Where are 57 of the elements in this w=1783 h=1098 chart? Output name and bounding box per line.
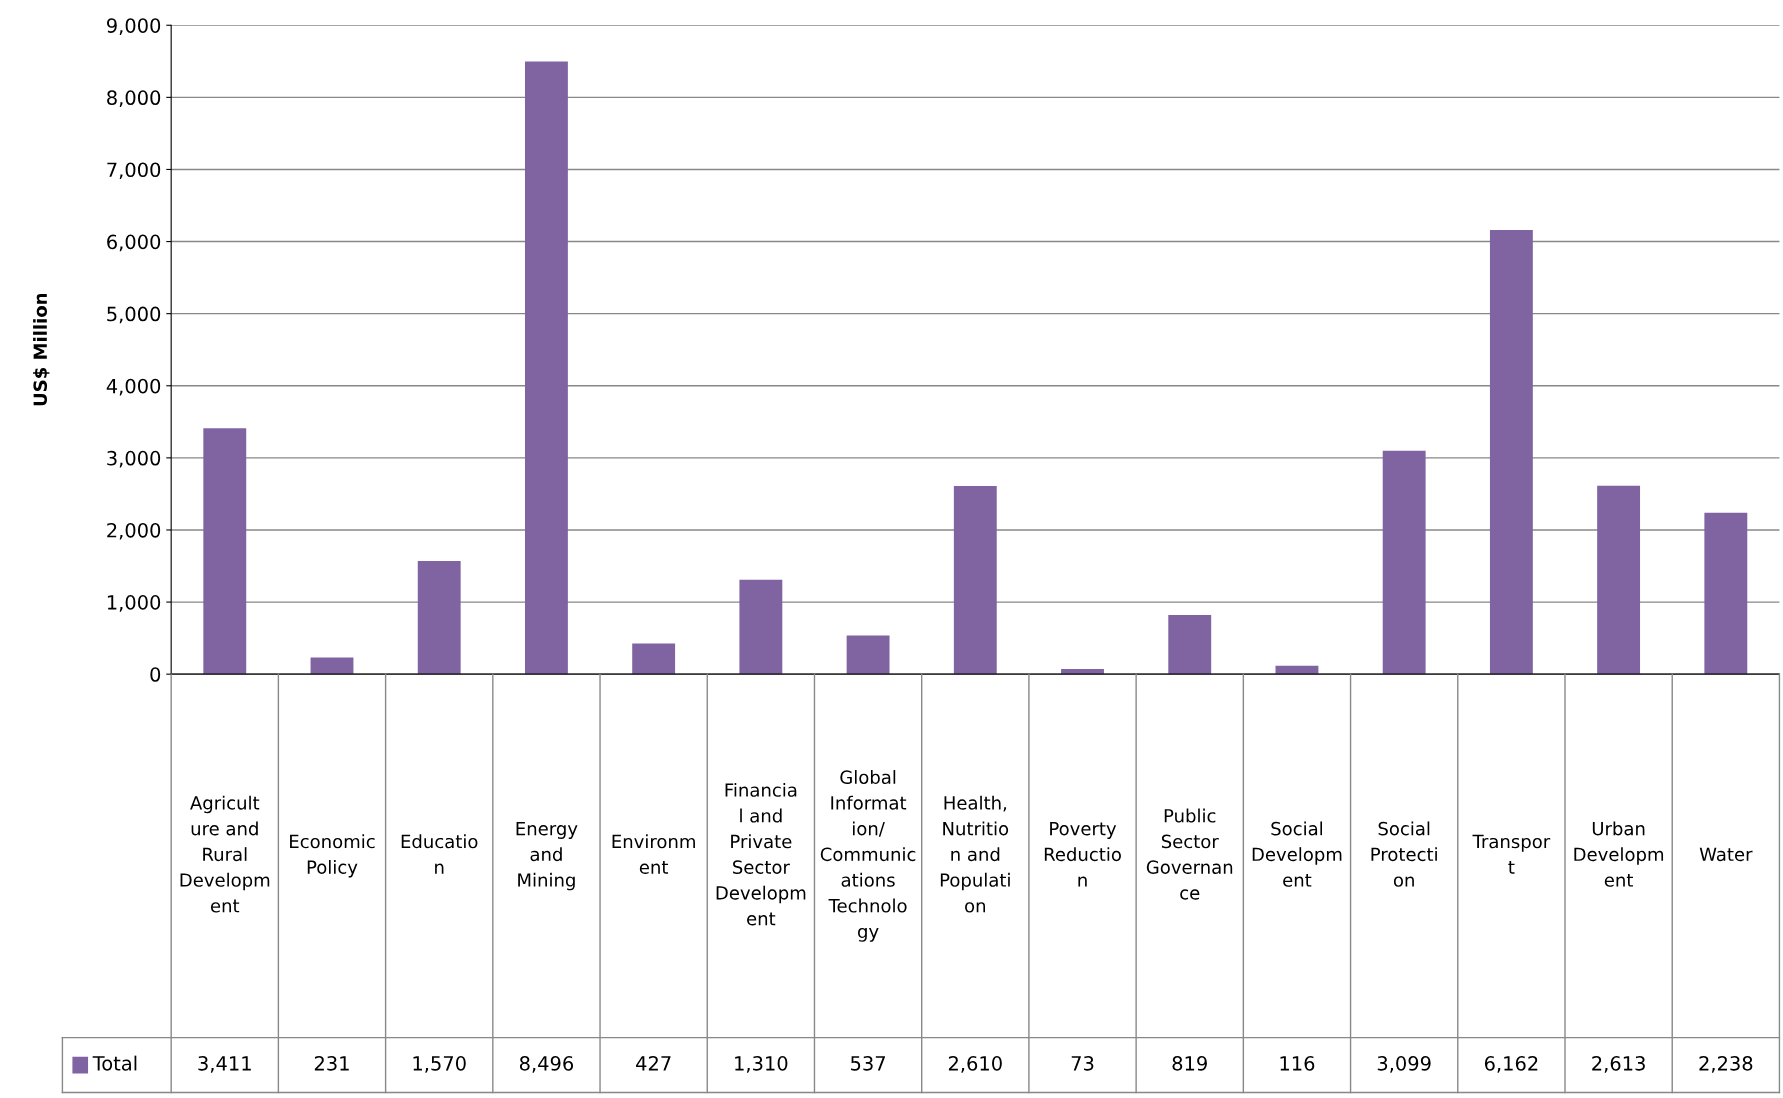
data-label: 8,496 — [519, 1055, 574, 1073]
bar — [1275, 665, 1319, 675]
x-tick-label: Urban Development — [1574, 821, 1664, 887]
data-label: 231 — [314, 1055, 349, 1071]
y-tick-label: 4,000 — [106, 378, 161, 396]
x-tick-label: Poverty Reduction — [1044, 822, 1121, 887]
bar — [1704, 512, 1748, 675]
data-label: 73 — [1071, 1055, 1094, 1071]
y-axis-title: US$ Million — [33, 293, 50, 406]
data-label: 427 — [636, 1055, 671, 1071]
x-tick-label: Energy and Mining — [516, 822, 578, 891]
bar — [417, 560, 461, 675]
y-tick-label: 2,000 — [107, 522, 161, 540]
data-label: 116 — [1280, 1055, 1315, 1071]
bar — [846, 635, 890, 675]
x-tick-label: Economic Policy — [290, 834, 375, 878]
y-tick-label: 7,000 — [107, 162, 161, 180]
bar — [1489, 229, 1533, 675]
y-tick-label: 1,000 — [107, 595, 161, 612]
x-tick-label: Health, Nutrition and Population — [940, 795, 1010, 913]
data-label: 2,238 — [1699, 1055, 1753, 1073]
data-label: 1,310 — [735, 1055, 788, 1073]
bar — [739, 579, 783, 675]
data-label: 6,162 — [1484, 1055, 1538, 1073]
x-tick-label: Financial and Private Sector Development — [716, 782, 806, 926]
bar — [953, 485, 997, 675]
bar — [632, 643, 676, 675]
bar — [1382, 450, 1426, 675]
bar — [1168, 615, 1212, 675]
data-label: 2,613 — [1592, 1055, 1645, 1073]
legend-label: Total — [92, 1055, 137, 1071]
bar — [203, 428, 247, 675]
bar — [1061, 668, 1104, 675]
x-tick-label: Agriculture and Rural Development — [180, 795, 270, 913]
data-label: 2,610 — [948, 1055, 1002, 1073]
x-tick-label: Environment — [612, 834, 695, 874]
bar — [524, 61, 568, 675]
data-label: 819 — [1172, 1055, 1207, 1071]
bar — [1597, 485, 1641, 675]
x-tick-label: Public Sector Governance — [1146, 808, 1233, 900]
x-tick-label: Transport — [1472, 834, 1551, 874]
data-label: 1,570 — [413, 1055, 466, 1073]
y-tick-label: 0 — [150, 667, 161, 682]
y-tick-label: 3,000 — [107, 450, 161, 468]
y-tick-label: 9,000 — [107, 18, 161, 35]
x-tick-label: Education — [401, 834, 478, 874]
data-label: 537 — [851, 1055, 885, 1071]
y-tick-label: 6,000 — [107, 234, 161, 252]
data-label: 3,099 — [1377, 1055, 1431, 1073]
x-tick-label: Global Information/Communications Technology — [820, 770, 916, 942]
x-tick-label: Social Development — [1252, 821, 1342, 887]
x-tick-label: Social Protection — [1371, 821, 1437, 887]
bar — [310, 657, 354, 675]
y-tick-label: 8,000 — [107, 90, 161, 107]
y-tick-label: 5,000 — [107, 306, 161, 324]
x-tick-label: Water — [1699, 847, 1753, 862]
data-label: 3,411 — [198, 1055, 251, 1073]
